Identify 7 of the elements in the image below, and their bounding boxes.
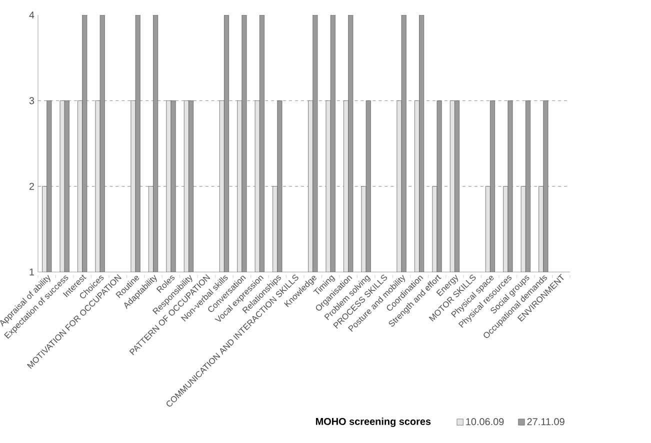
legend-label: 27.11.09 bbox=[527, 418, 564, 426]
y-tick-label: 3 bbox=[29, 97, 34, 104]
y-tick-label: 4 bbox=[29, 12, 34, 18]
legend-label: 10.06.09 bbox=[466, 418, 504, 426]
y-tick-label: 2 bbox=[29, 182, 34, 190]
x-axis-title: MOHO screening scores bbox=[316, 418, 431, 428]
y-tick-label: 1 bbox=[30, 268, 34, 276]
